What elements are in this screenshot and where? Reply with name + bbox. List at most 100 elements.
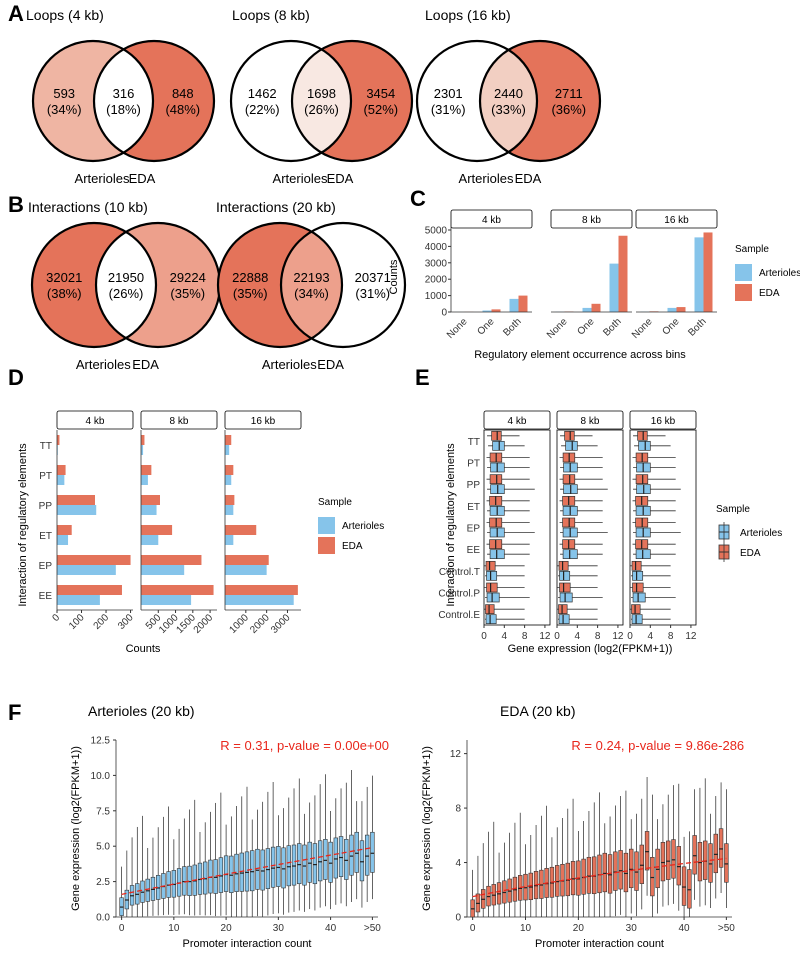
panel-e-box xyxy=(631,560,642,571)
venn-loops-4kb-right-value: 848 xyxy=(172,86,194,101)
panel-label-a: A xyxy=(8,1,24,26)
panel-e-box xyxy=(485,560,496,571)
panel-f-left-box xyxy=(255,848,260,890)
venn-interactions-20kb-right-name: EDA xyxy=(317,357,344,372)
panel-e-box xyxy=(559,582,571,593)
panel-e-y-tick: EP xyxy=(467,524,481,535)
panel-e-x-tick: 0 xyxy=(627,631,633,642)
venn-loops-16kb-overlap-value: (33%) xyxy=(491,102,526,117)
venn-loops-8kb-title: Loops (8 kb) xyxy=(232,7,310,23)
venn-loops-4kb-right-name: EDA xyxy=(129,171,156,186)
panel-f-right-box xyxy=(644,831,650,871)
venn-loops-16kb-right-outline xyxy=(478,39,602,163)
panel-f-left-x-tick: >50 xyxy=(364,923,381,934)
venn-loops-16kb-left-name: Arterioles xyxy=(459,171,514,186)
panel-d-facet-1-strip-label: 8 kb xyxy=(170,416,189,427)
panel-c-x-tick: One xyxy=(660,316,681,337)
venn-loops-8kb-overlap xyxy=(292,41,351,161)
panel-e-legend-label-1: EDA xyxy=(740,548,761,559)
venn-loops-16kb-title: Loops (16 kb) xyxy=(425,7,511,23)
panel-d-bar xyxy=(141,495,160,505)
panel-c-legend-title: Sample xyxy=(735,244,769,255)
panel-d-legend-key-1 xyxy=(318,537,335,554)
venn-interactions-20kb-right-outline xyxy=(279,221,407,349)
venn-interactions-20kb-left-outline xyxy=(216,221,344,349)
panel-c-x-tick: One xyxy=(575,316,596,337)
panel-d-bar xyxy=(57,585,122,595)
panel-f-left-y-tick: 12.5 xyxy=(91,736,111,747)
venn-interactions-20kb-right-value: (31%) xyxy=(355,286,390,301)
venn-interactions-20kb-overlap xyxy=(281,223,342,347)
panel-d-bar xyxy=(225,445,230,455)
panel-e-x-tick: 0 xyxy=(554,631,560,642)
panel-c-bar xyxy=(667,307,677,312)
panel-d-bar xyxy=(57,555,131,565)
panel-d-bar xyxy=(141,525,173,535)
venn-loops-4kb-left-name: Arterioles xyxy=(75,171,130,186)
panel-f-left-box xyxy=(370,831,375,873)
venn-interactions-10kb-title: Interactions (10 kb) xyxy=(28,199,148,215)
panel-c-facet-2-strip-label: 16 kb xyxy=(664,215,689,226)
panel-label-b: B xyxy=(8,192,24,217)
panel-d-x-tick: 2000 xyxy=(192,612,216,636)
panel-c-legend-label-1: EDA xyxy=(759,288,780,299)
venn-loops-8kb-right-name: EDA xyxy=(327,171,354,186)
venn-loops-8kb-overlap-value: (26%) xyxy=(304,102,339,117)
panel-d-bar xyxy=(225,475,232,485)
panel-label-d: D xyxy=(8,365,24,390)
panel-e-x-label: Gene expression (log2(FPKM+1)) xyxy=(508,643,673,655)
panel-d-bar xyxy=(141,505,157,515)
panel-f-left-box xyxy=(328,841,333,883)
panel-c-bar xyxy=(582,307,592,312)
panel-d-y-tick: TT xyxy=(40,441,52,452)
panel-d-x-tick: 0 xyxy=(50,612,62,624)
venn-interactions-10kb-right-value: 29224 xyxy=(170,270,206,285)
panel-c-x-label: Regulatory element occurrence across bin… xyxy=(474,349,686,361)
panel-d-facet-2-strip-label: 16 kb xyxy=(251,416,276,427)
panel-f-right-box xyxy=(629,848,634,889)
panel-f-right-box xyxy=(713,833,718,874)
panel-e-facet-1-strip xyxy=(556,410,624,430)
panel-f-right-box xyxy=(634,851,639,891)
panel-f-left-box xyxy=(291,844,297,886)
venn-loops-4kb-right-outline xyxy=(92,39,216,163)
panel-f-left-x-tick: 20 xyxy=(221,923,233,934)
panel-f-right-box xyxy=(724,843,729,883)
panel-c-y-tick: 2000 xyxy=(425,275,448,286)
panel-d-facet-0-strip xyxy=(56,410,134,430)
venn-loops-8kb-left-outline xyxy=(229,39,353,163)
venn-loops-8kb-left-value: (22%) xyxy=(245,102,280,117)
panel-f-right-box xyxy=(708,843,713,883)
panel-c-facet-0-strip-label: 4 kb xyxy=(482,215,501,226)
panel-e-box xyxy=(564,430,575,441)
panel-e-legend-title: Sample xyxy=(716,504,750,515)
venn-interactions-20kb-left-value: (35%) xyxy=(233,286,268,301)
venn-loops-16kb-overlap-value: 2440 xyxy=(494,86,523,101)
panel-c-bar xyxy=(694,237,704,312)
panel-f-right-box xyxy=(687,869,692,909)
panel-c-y-tick: 1000 xyxy=(425,291,448,302)
panel-f-right-box xyxy=(692,835,697,875)
venn-loops-4kb-right-value: (48%) xyxy=(165,102,200,117)
panel-d-bar xyxy=(225,555,269,565)
panel-f-left-y-label: Gene expression (log2(FPKM+1)) xyxy=(70,746,82,911)
venn-loops-8kb-left-name: Arterioles xyxy=(273,171,328,186)
panel-c-facet-1-strip-label: 8 kb xyxy=(582,215,601,226)
venn-loops-16kb-left-outline xyxy=(415,39,539,163)
venn-loops-8kb-right-value: (52%) xyxy=(363,102,398,117)
panel-d-x-tick: 100 xyxy=(67,612,87,632)
panel-f-left-y-tick: 7.5 xyxy=(96,806,110,817)
panel-f-left-box xyxy=(270,846,276,888)
panel-c-bar xyxy=(482,310,492,312)
venn-interactions-10kb-overlap-value: 21950 xyxy=(108,270,144,285)
panel-e-facet-1-strip-label: 8 kb xyxy=(581,416,600,427)
panel-d-bar xyxy=(141,565,185,575)
panel-c-bar xyxy=(609,263,619,312)
panel-e-facet-2-strip xyxy=(629,410,697,430)
venn-interactions-20kb-overlap-value: (34%) xyxy=(294,286,329,301)
panel-e-box xyxy=(631,604,641,615)
panel-e-y-tick: Control.E xyxy=(438,610,480,621)
panel-f-left-box xyxy=(182,866,187,896)
panel-d-bar xyxy=(141,435,145,445)
panel-d-bar xyxy=(57,525,72,535)
